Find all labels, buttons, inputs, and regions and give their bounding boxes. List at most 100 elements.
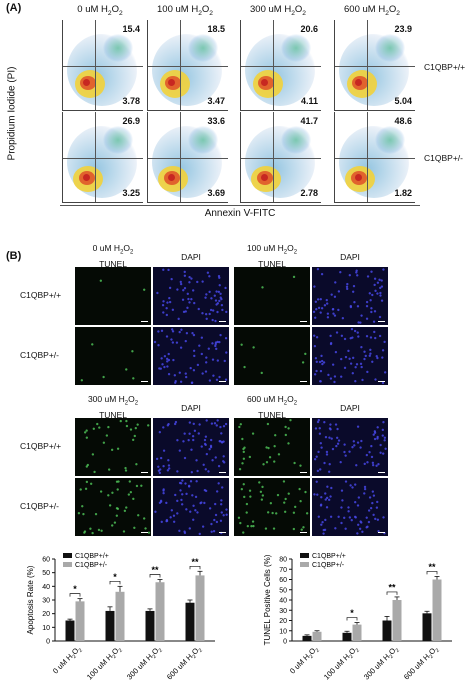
tunel-column-label: 100 uM H2O2 TUNEL xyxy=(246,243,298,269)
scale-bar xyxy=(141,380,148,382)
significance-bracket xyxy=(346,617,358,621)
x-axis-line xyxy=(60,205,420,206)
bar xyxy=(185,602,195,641)
bar xyxy=(105,610,115,641)
tunel-image xyxy=(75,327,151,385)
dapi-image xyxy=(153,418,229,476)
y-tick-label: 60 xyxy=(42,557,50,564)
flow-plot: 41.7 2.78 xyxy=(240,112,321,203)
gate-line xyxy=(95,112,96,202)
cell-cloud xyxy=(103,126,133,154)
panel-a-condition-label: 100 uM H2O2 xyxy=(157,4,213,17)
bar xyxy=(75,601,85,641)
tunel-image xyxy=(75,418,151,476)
significance-mark: ** xyxy=(151,565,159,575)
bar xyxy=(312,631,322,641)
gate-line xyxy=(180,112,181,202)
density-blob xyxy=(168,174,175,181)
legend-label: C1QBP+/+ xyxy=(312,553,346,560)
cell-cloud xyxy=(281,126,311,154)
legend-swatch xyxy=(300,553,309,558)
dapi-image xyxy=(312,327,388,385)
scale-bar xyxy=(219,320,226,322)
bar xyxy=(392,600,402,641)
tunel-image xyxy=(234,478,310,536)
dapi-image xyxy=(153,478,229,536)
dapi-image xyxy=(153,267,229,325)
y-tick-label: 50 xyxy=(279,587,287,594)
y-tick-label: 30 xyxy=(42,598,50,605)
flow-plot: 18.5 3.47 xyxy=(147,20,228,111)
upper-quadrant-value: 33.6 xyxy=(207,116,225,126)
legend-label: C1QBP+/+ xyxy=(75,553,109,560)
cell-cloud xyxy=(103,34,133,62)
x-tick-label: 600 uM H2O2 xyxy=(165,644,204,683)
microscopy-row-label: C1QBP+/+ xyxy=(20,290,62,300)
lower-quadrant-value: 2.78 xyxy=(300,188,318,198)
lower-quadrant-value: 3.78 xyxy=(122,96,140,106)
panel-a-label: (A) xyxy=(6,2,22,14)
flow-plot: 23.9 5.04 xyxy=(334,20,415,111)
scale-bar xyxy=(219,380,226,382)
density-blob xyxy=(83,174,90,181)
tunel-image xyxy=(75,267,151,325)
gate-line xyxy=(180,20,181,110)
bar xyxy=(115,591,125,641)
dapi-column-label: DAPI xyxy=(340,252,360,262)
upper-quadrant-value: 15.4 xyxy=(122,24,140,34)
y-tick-label: 60 xyxy=(279,577,287,584)
scale-bar xyxy=(378,471,385,473)
bar xyxy=(145,610,155,641)
y-tick-label: 50 xyxy=(42,570,50,577)
y-tick-label: 30 xyxy=(279,608,287,615)
scale-bar xyxy=(300,320,307,322)
gate-line xyxy=(148,158,228,159)
lower-quadrant-value: 1.82 xyxy=(394,188,412,198)
legend-label: C1QBP+/- xyxy=(75,562,108,569)
density-blob xyxy=(168,79,175,86)
bar xyxy=(155,582,165,641)
scale-bar xyxy=(141,471,148,473)
y-tick-label: 80 xyxy=(279,557,287,564)
y-tick-label: 10 xyxy=(279,628,287,635)
gate-line xyxy=(241,158,321,159)
scale-bar xyxy=(300,531,307,533)
x-axis-title: Annexin V-FITC xyxy=(204,208,276,219)
scale-bar xyxy=(300,471,307,473)
tunel-image xyxy=(234,267,310,325)
y-tick-label: 40 xyxy=(42,584,50,591)
lower-quadrant-value: 3.25 xyxy=(122,188,140,198)
gate-line xyxy=(148,66,228,67)
significance-mark: ** xyxy=(191,557,199,567)
density-blob xyxy=(355,79,362,86)
cell-cloud xyxy=(188,126,218,154)
bar xyxy=(342,632,352,641)
y-tick-label: 0 xyxy=(283,639,287,646)
tunel-image xyxy=(75,478,151,536)
upper-quadrant-value: 26.9 xyxy=(122,116,140,126)
panel-a-condition-label: 300 uM H2O2 xyxy=(250,4,306,17)
significance-mark: * xyxy=(113,572,117,582)
scale-bar xyxy=(141,531,148,533)
x-tick-label: 0 uM H2O2 xyxy=(288,644,321,677)
lower-quadrant-value: 3.69 xyxy=(207,188,225,198)
dapi-image xyxy=(312,478,388,536)
significance-mark: ** xyxy=(388,582,396,592)
gate-line xyxy=(273,20,274,110)
flow-plot: 33.6 3.69 xyxy=(147,112,228,203)
gate-line xyxy=(95,20,96,110)
significance-bracket xyxy=(109,580,121,585)
legend-swatch xyxy=(63,553,72,558)
upper-quadrant-value: 18.5 xyxy=(207,24,225,34)
scale-bar xyxy=(219,531,226,533)
microscopy-row-label: C1QBP+/- xyxy=(20,350,59,360)
scale-bar xyxy=(378,320,385,322)
scale-bar xyxy=(219,471,226,473)
y-tick-label: 10 xyxy=(42,625,50,632)
row-label-het: C1QBP+/- xyxy=(424,153,463,163)
dapi-image xyxy=(153,327,229,385)
tunel-column-label: 600 uM H2O2 TUNEL xyxy=(246,394,298,420)
legend-swatch xyxy=(300,562,309,567)
gate-line xyxy=(335,66,415,67)
y-tick-label: 70 xyxy=(279,567,287,574)
